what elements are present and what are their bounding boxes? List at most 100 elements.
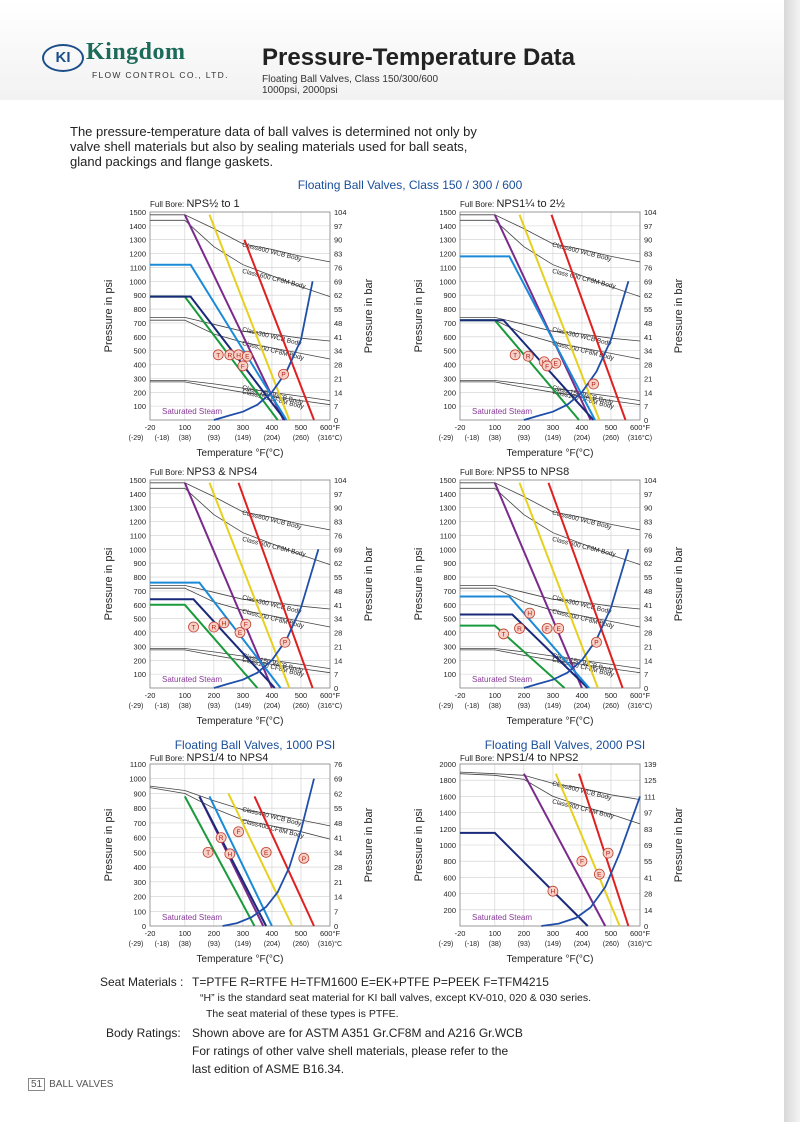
saturated-steam-curve: [523, 549, 630, 689]
y-tick-label-right: 28: [644, 890, 652, 899]
body-ratings-text-2: For ratings of other valve shell materia…: [192, 1044, 509, 1058]
body-curve: [460, 649, 641, 674]
x-tick-label-f: 400: [266, 691, 279, 700]
seat-marker-label: T: [192, 624, 196, 631]
y-tick-label: 1200: [439, 518, 456, 527]
x-tick-label-f: -20: [455, 929, 466, 938]
seat-line-F: [554, 773, 621, 927]
y-tick-label: 1200: [439, 825, 456, 834]
x-tick-label-c: (260): [603, 435, 619, 442]
seat-marker-label: F: [237, 829, 241, 836]
y-tick-label: 1300: [439, 236, 456, 245]
seat-line-H: [150, 295, 286, 421]
x-tick-label-c: (-18): [155, 941, 170, 948]
seat-marker-label: E: [557, 626, 562, 633]
y-tick-label-right: 48: [334, 587, 342, 596]
y-tick-label: 500: [133, 848, 146, 857]
y-tick-label-right: 62: [334, 789, 342, 798]
chart-svg: 1002003004005006007008009001000110012001…: [103, 476, 375, 727]
y-tick-label-right: 69: [644, 277, 652, 286]
seat-marker-R: [514, 622, 525, 634]
seat-marker-label: H: [222, 620, 227, 627]
x-tick-label-c: (260): [293, 941, 309, 948]
x-tick-label-f: 500: [295, 691, 308, 700]
x-tick-label-c: (-29): [439, 435, 454, 442]
y-tick-label-right: 125: [644, 776, 657, 785]
saturated-steam-curve: [541, 796, 641, 927]
y-axis-label: Pressure in psi: [103, 280, 115, 353]
y-tick-label: 400: [443, 629, 456, 638]
y-tick-label: 1800: [439, 776, 456, 785]
logo-subtitle: FLOW CONTROL CO., LTD.: [92, 70, 229, 80]
x-tick-label-f: 200: [208, 423, 221, 432]
y-tick-label: 2000: [439, 760, 456, 769]
chart-panel-nps5-to-nps8: 100 200 300 400 500 600 700 800 900 1000 1100 1200 1…: [410, 466, 700, 734]
seat-marker-label: F: [580, 859, 584, 866]
seat-materials-text: T=PTFE R=RTFE H=TFM1600 E=EK+PTFE P=PEEK…: [192, 975, 549, 989]
y-tick-label-right: 83: [644, 825, 652, 834]
x-tick-label-f: 100: [179, 929, 192, 938]
y-tick-label-right: 90: [334, 504, 342, 513]
seat-line-E: [208, 795, 273, 927]
y-tick-label-right: 48: [334, 319, 342, 328]
seat-marker-H: [218, 617, 230, 629]
chart-panel-nps-half-to-1: 100 200 300 400 500 600 700 800 900 1000 1100 1200 1…: [100, 198, 390, 466]
x-tick-label-c: (204): [264, 941, 280, 948]
y-tick-label-right: 55: [644, 857, 652, 866]
y-tick-label: 600: [133, 834, 146, 843]
seat-marker-label: H: [236, 352, 241, 359]
body-curve-label: Class 600 CF8M Body: [551, 536, 617, 559]
y-tick-label-right: 14: [644, 906, 652, 915]
chart-panel-nps3-nps4: 100 200 300 400 500 600 700 800 900 1000 1100 1200 1…: [100, 466, 390, 734]
y-tick-label-right: 28: [644, 361, 652, 370]
seat-marker-label: F: [241, 363, 245, 370]
x-axis-label: Temperature °F(°C): [507, 716, 594, 727]
y-tick-label: 700: [133, 319, 146, 328]
y-tick-label-right: 69: [334, 277, 342, 286]
plot-frame: [149, 211, 331, 421]
y-tick-label-right: 90: [334, 236, 342, 245]
seat-marker-label: P: [281, 372, 285, 379]
chart-svg: 200 400 600 800 1000 1200 1400 1600 1800 2000 0 14 2…: [413, 760, 685, 965]
plot-frame: [459, 211, 641, 421]
seat-marker-label: H: [527, 611, 532, 618]
y-tick-label-right: 62: [334, 291, 342, 300]
x-axis-label: Temperature °F(°C): [197, 716, 284, 727]
x-tick-label-c: (316°C): [628, 702, 652, 710]
x-tick-label-c: (149): [235, 703, 251, 710]
x-tick-label-f: 300: [237, 929, 250, 938]
y-tick-label: 600: [133, 333, 146, 342]
y-tick-label: 500: [443, 615, 456, 624]
body-curve: [150, 214, 331, 263]
body-curve: [460, 587, 641, 628]
body-curve: [150, 380, 331, 401]
y-axis-label: Pressure in psi: [103, 809, 115, 882]
y-tick-label-right: 48: [644, 587, 652, 596]
full-bore-label: Full Bore: NPS1/4 to NPS2: [460, 752, 579, 764]
x-tick-label-c: (93): [208, 941, 220, 948]
x-tick-label-f: 300: [547, 423, 560, 432]
y-tick-label-right: 0: [644, 416, 648, 425]
y-tick-label-right: 41: [644, 873, 652, 882]
seat-marker-R: [522, 350, 534, 362]
y-tick-label-right: 55: [334, 804, 342, 813]
page-title: Pressure-Temperature Data: [262, 44, 576, 71]
body-curve: [460, 482, 641, 531]
x-tick-label-c: (93): [518, 435, 530, 442]
x-tick-label-c: (260): [293, 435, 309, 442]
y-tick-label-right: 48: [644, 319, 652, 328]
y-tick-label-right: 48: [334, 819, 342, 828]
y-tick-label-right: 7: [644, 670, 648, 679]
x-tick-label-c: (-29): [439, 941, 454, 948]
y-tick-label: 1100: [130, 760, 146, 769]
y-tick-label: 1100: [440, 531, 456, 540]
seat-line-H: [198, 795, 267, 927]
body-curve: [459, 773, 641, 825]
plot-frame: [149, 479, 331, 689]
x-tick-label-f: 400: [576, 691, 589, 700]
x-tick-label-c: (316°C): [318, 702, 342, 710]
y-tick-label: 1300: [129, 504, 146, 513]
y-tick-label-right: 34: [644, 347, 652, 356]
y-tick-label: 200: [443, 906, 456, 915]
y-tick-label-right: 0: [334, 684, 338, 693]
